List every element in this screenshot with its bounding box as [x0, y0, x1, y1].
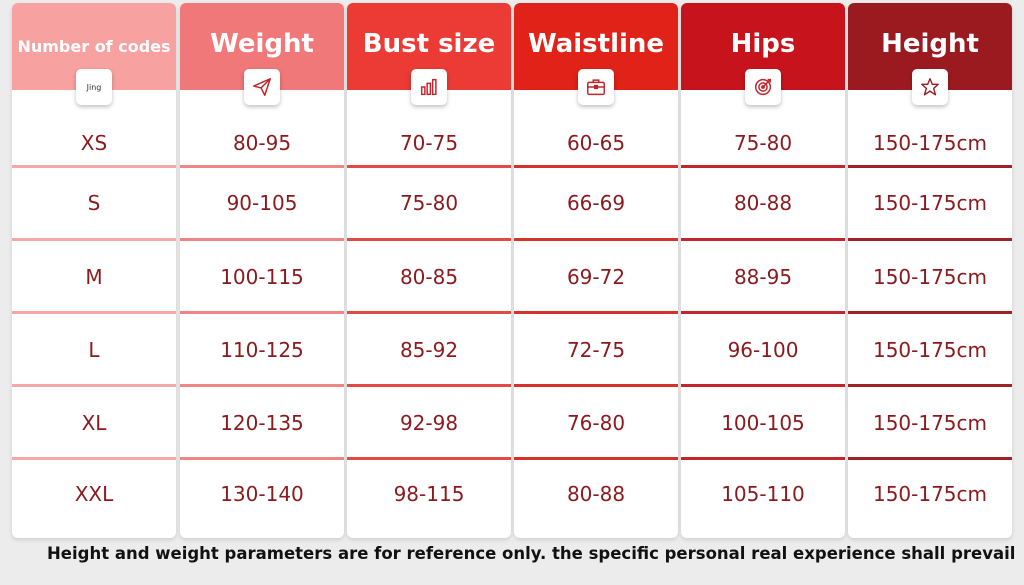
table-cell: XXL — [74, 482, 114, 506]
column-title: Number of codes — [17, 37, 171, 56]
row-divider — [12, 384, 176, 387]
icon-label: Jing — [86, 82, 102, 92]
column-number-of-codes: Number of codes Jing XS S M L XL XXL — [12, 3, 176, 538]
row-divider — [347, 457, 511, 460]
row-divider — [514, 165, 678, 168]
column-title: Bust size — [362, 29, 496, 59]
table-cell: 98-115 — [393, 482, 465, 506]
disclaimer-note: Height and weight parameters are for ref… — [47, 544, 1016, 563]
paper-plane-icon — [244, 69, 280, 105]
table-cell: 105-110 — [721, 482, 805, 506]
table-cell: 150-175cm — [872, 411, 988, 435]
table-cell: S — [87, 191, 101, 215]
table-cell: 90-105 — [226, 191, 298, 215]
table-cell: 80-88 — [733, 191, 793, 215]
table-cell: XS — [80, 131, 108, 155]
table-cell: 60-65 — [566, 131, 626, 155]
row-divider — [347, 384, 511, 387]
row-divider — [681, 165, 845, 168]
table-cell: 69-72 — [566, 265, 626, 289]
column-header: Hips — [681, 3, 845, 90]
row-divider — [514, 311, 678, 314]
row-divider — [180, 165, 344, 168]
row-divider — [347, 238, 511, 241]
row-divider — [848, 384, 1012, 387]
table-cell: 72-75 — [566, 338, 626, 362]
row-divider — [12, 165, 176, 168]
column-bust-size: Bust size 70-75 75-80 80-85 85-92 92-98 98-115 — [347, 3, 511, 538]
row-divider — [514, 238, 678, 241]
table-cell: 75-80 — [399, 191, 459, 215]
row-divider — [12, 457, 176, 460]
jing-icon: Jing — [76, 69, 112, 105]
row-divider — [848, 311, 1012, 314]
table-cell: 100-105 — [721, 411, 805, 435]
row-divider — [12, 311, 176, 314]
table-cell: 150-175cm — [872, 338, 988, 362]
star-icon — [912, 69, 948, 105]
column-waistline: Waistline 60-65 66-69 69-72 72-75 76-80 80-88 — [514, 3, 678, 538]
column-header: Waistline — [514, 3, 678, 90]
size-chart-table: Number of codes Jing XS S M L XL XXL Weight 80-95… — [12, 3, 1012, 538]
table-cell: 130-140 — [220, 482, 304, 506]
table-cell: 76-80 — [566, 411, 626, 435]
row-divider — [180, 384, 344, 387]
table-cell: 150-175cm — [872, 191, 988, 215]
row-divider — [514, 384, 678, 387]
table-cell: 120-135 — [220, 411, 304, 435]
table-cell: 92-98 — [399, 411, 459, 435]
column-title: Waistline — [527, 29, 665, 59]
column-hips: Hips 75-80 80-88 88-95 96-100 100-105 105-110 — [681, 3, 845, 538]
column-weight: Weight 80-95 90-105 100-115 110-125 120-135 13… — [180, 3, 344, 538]
column-height: Height 150-175cm 150-175cm 150-175cm 150-175… — [848, 3, 1012, 538]
bar-chart-icon — [411, 69, 447, 105]
row-divider — [180, 311, 344, 314]
row-divider — [848, 238, 1012, 241]
table-cell: 88-95 — [733, 265, 793, 289]
target-icon — [745, 69, 781, 105]
column-title: Weight — [210, 29, 314, 59]
table-cell: 100-115 — [220, 265, 304, 289]
table-cell: 96-100 — [727, 338, 799, 362]
table-cell: M — [85, 265, 103, 289]
column-title: Hips — [730, 29, 796, 59]
table-cell: XL — [81, 411, 107, 435]
table-cell: 150-175cm — [872, 482, 988, 506]
row-divider — [681, 311, 845, 314]
row-divider — [848, 457, 1012, 460]
row-divider — [681, 238, 845, 241]
column-title: Height — [881, 29, 979, 59]
row-divider — [514, 457, 678, 460]
table-cell: 85-92 — [399, 338, 459, 362]
row-divider — [347, 165, 511, 168]
table-cell: 80-88 — [566, 482, 626, 506]
table-cell: 66-69 — [566, 191, 626, 215]
table-cell: L — [88, 338, 100, 362]
row-divider — [180, 238, 344, 241]
table-cell: 75-80 — [733, 131, 793, 155]
row-divider — [12, 238, 176, 241]
table-cell: 150-175cm — [872, 265, 988, 289]
row-divider — [681, 457, 845, 460]
row-divider — [180, 457, 344, 460]
table-cell: 80-85 — [399, 265, 459, 289]
table-cell: 70-75 — [399, 131, 459, 155]
row-divider — [848, 165, 1012, 168]
table-cell: 150-175cm — [872, 131, 988, 155]
row-divider — [347, 311, 511, 314]
row-divider — [681, 384, 845, 387]
table-cell: 110-125 — [220, 338, 304, 362]
table-cell: 80-95 — [232, 131, 292, 155]
briefcase-icon — [578, 69, 614, 105]
